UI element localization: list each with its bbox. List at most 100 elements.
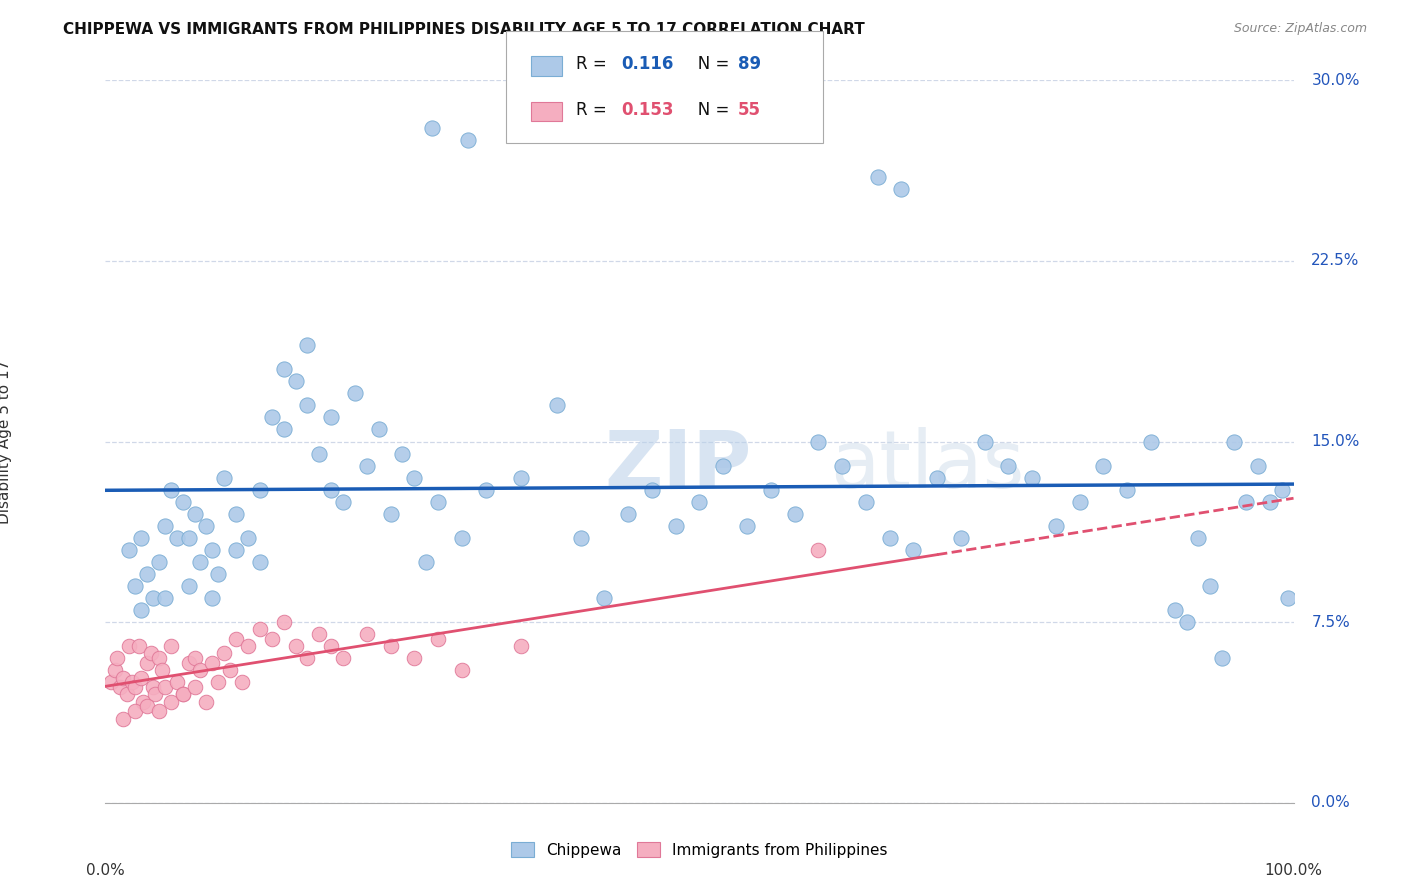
Text: 100.0%: 100.0% xyxy=(1264,863,1323,878)
Point xyxy=(427,494,450,508)
Text: CHIPPEWA VS IMMIGRANTS FROM PHILIPPINES DISABILITY AGE 5 TO 17 CORRELATION CHART: CHIPPEWA VS IMMIGRANTS FROM PHILIPPINES … xyxy=(63,22,865,37)
Point xyxy=(1164,603,1187,617)
Point xyxy=(689,494,711,508)
Point xyxy=(308,446,330,460)
Point xyxy=(569,531,592,545)
Point xyxy=(273,362,295,376)
Point xyxy=(172,687,194,701)
Point xyxy=(108,680,131,694)
Point xyxy=(124,704,146,718)
Point xyxy=(129,671,152,685)
Point xyxy=(195,695,218,709)
Point xyxy=(219,664,242,678)
Text: ZIP: ZIP xyxy=(605,426,752,505)
Point xyxy=(879,531,901,545)
Point xyxy=(1175,615,1198,630)
Point xyxy=(195,519,218,533)
Point xyxy=(866,169,889,184)
Point xyxy=(284,375,307,389)
Point xyxy=(148,651,170,665)
Point xyxy=(297,338,319,352)
Point xyxy=(807,434,830,449)
Legend: Chippewa, Immigrants from Philippines: Chippewa, Immigrants from Philippines xyxy=(505,836,894,863)
Point xyxy=(260,410,283,425)
Point xyxy=(183,507,205,521)
Point xyxy=(115,687,138,701)
Point xyxy=(949,531,972,545)
Point xyxy=(201,591,224,606)
Text: 0.116: 0.116 xyxy=(621,55,673,73)
Point xyxy=(142,591,165,606)
Point xyxy=(807,542,830,557)
Point xyxy=(177,531,200,545)
Point xyxy=(159,695,181,709)
Point xyxy=(104,664,127,678)
Point xyxy=(404,651,426,665)
Point xyxy=(343,386,366,401)
Point xyxy=(617,507,640,521)
Point xyxy=(510,639,533,653)
Point xyxy=(153,591,176,606)
Point xyxy=(118,639,141,653)
Point xyxy=(1271,483,1294,497)
Text: 0.0%: 0.0% xyxy=(1312,796,1350,810)
Point xyxy=(297,398,319,412)
Text: N =: N = xyxy=(682,55,734,73)
Point xyxy=(207,567,229,582)
Point xyxy=(129,531,152,545)
Point xyxy=(759,483,782,497)
Point xyxy=(136,567,159,582)
Point xyxy=(201,542,224,557)
Text: R =: R = xyxy=(576,101,613,119)
Point xyxy=(593,591,616,606)
Text: atlas: atlas xyxy=(830,426,1025,505)
Point xyxy=(903,542,925,557)
Point xyxy=(225,542,247,557)
Point xyxy=(136,699,159,714)
Point xyxy=(332,651,354,665)
Point xyxy=(367,423,389,437)
Point xyxy=(297,651,319,665)
Point xyxy=(143,687,166,701)
Point xyxy=(201,656,224,670)
Point xyxy=(356,627,378,641)
Text: 30.0%: 30.0% xyxy=(1312,73,1360,87)
Point xyxy=(152,664,174,678)
Point xyxy=(153,680,176,694)
Point xyxy=(112,712,135,726)
Point xyxy=(711,458,734,473)
Point xyxy=(380,507,402,521)
Point xyxy=(1199,579,1222,593)
Point xyxy=(214,471,236,485)
Point xyxy=(231,675,253,690)
Text: 55: 55 xyxy=(738,101,761,119)
Point xyxy=(735,519,758,533)
Point xyxy=(1116,483,1139,497)
Point xyxy=(1187,531,1209,545)
Point xyxy=(100,675,122,690)
Point xyxy=(890,182,912,196)
Point xyxy=(166,531,188,545)
Point xyxy=(1092,458,1115,473)
Point xyxy=(148,704,170,718)
Point xyxy=(273,423,295,437)
Point xyxy=(973,434,995,449)
Point xyxy=(665,519,688,533)
Point xyxy=(225,632,247,646)
Point xyxy=(177,579,200,593)
Point xyxy=(225,507,247,521)
Text: 0.153: 0.153 xyxy=(621,101,673,119)
Point xyxy=(148,555,170,569)
Text: N =: N = xyxy=(682,101,734,119)
Point xyxy=(356,458,378,473)
Point xyxy=(1069,494,1091,508)
Text: 15.0%: 15.0% xyxy=(1312,434,1360,449)
Text: Disability Age 5 to 17: Disability Age 5 to 17 xyxy=(0,359,13,524)
Point xyxy=(997,458,1019,473)
Point xyxy=(321,410,343,425)
Point xyxy=(546,398,568,412)
Point xyxy=(190,664,212,678)
Point xyxy=(249,555,271,569)
Point xyxy=(1021,471,1043,485)
Point xyxy=(1045,519,1067,533)
